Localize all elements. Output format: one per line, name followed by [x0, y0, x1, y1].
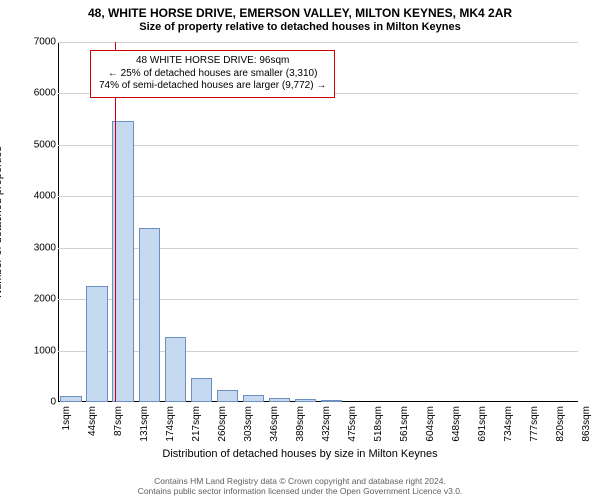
- y-tick-label: 0: [8, 397, 56, 408]
- footer-line1: Contains HM Land Registry data © Crown c…: [0, 476, 600, 486]
- histogram-bar: [165, 337, 186, 402]
- x-tick-label: 475sqm: [347, 406, 358, 442]
- y-axis-title: Number of detached properties: [0, 146, 4, 298]
- histogram-bar: [321, 400, 342, 402]
- annotation-line3: 74% of semi-detached houses are larger (…: [99, 80, 326, 93]
- x-tick-label: 346sqm: [269, 406, 280, 442]
- x-tick-label: 734sqm: [503, 406, 514, 442]
- y-tick-label: 1000: [8, 345, 56, 356]
- y-tick-label: 6000: [8, 88, 56, 99]
- x-tick-label: 561sqm: [399, 406, 410, 442]
- x-tick-label: 604sqm: [425, 406, 436, 442]
- footer-line2: Contains public sector information licen…: [0, 486, 600, 496]
- gridline-h: [58, 42, 578, 43]
- histogram-bar: [139, 228, 160, 402]
- x-axis-line: [58, 401, 578, 402]
- gridline-h: [58, 145, 578, 146]
- x-tick-label: 303sqm: [243, 406, 254, 442]
- x-tick-label: 691sqm: [477, 406, 488, 442]
- x-tick-label: 389sqm: [295, 406, 306, 442]
- gridline-h: [58, 196, 578, 197]
- y-tick-label: 2000: [8, 294, 56, 305]
- x-tick-label: 1sqm: [61, 406, 72, 430]
- gridline-h: [58, 299, 578, 300]
- x-tick-label: 260sqm: [217, 406, 228, 442]
- footer-attribution: Contains HM Land Registry data © Crown c…: [0, 476, 600, 496]
- histogram-bar: [295, 399, 316, 402]
- x-tick-label: 174sqm: [165, 406, 176, 442]
- gridline-h: [58, 248, 578, 249]
- histogram-bar: [269, 398, 290, 402]
- x-tick-label: 648sqm: [451, 406, 462, 442]
- x-tick-label: 820sqm: [555, 406, 566, 442]
- chart-titles: 48, WHITE HORSE DRIVE, EMERSON VALLEY, M…: [0, 0, 600, 33]
- title-sub: Size of property relative to detached ho…: [0, 21, 600, 33]
- x-tick-label: 518sqm: [373, 406, 384, 442]
- x-tick-label: 44sqm: [87, 406, 98, 436]
- gridline-h: [58, 351, 578, 352]
- y-tick-label: 5000: [8, 139, 56, 150]
- x-tick-label: 777sqm: [529, 406, 540, 442]
- annotation-line2: ← 25% of detached houses are smaller (3,…: [99, 68, 326, 81]
- x-tick-label: 432sqm: [321, 406, 332, 442]
- y-axis-line: [58, 42, 59, 402]
- x-tick-label: 217sqm: [191, 406, 202, 442]
- histogram-bar: [86, 286, 107, 402]
- x-tick-label: 131sqm: [139, 406, 150, 442]
- annotation-box: 48 WHITE HORSE DRIVE: 96sqm ← 25% of det…: [90, 50, 335, 98]
- y-tick-label: 3000: [8, 242, 56, 253]
- annotation-line1: 48 WHITE HORSE DRIVE: 96sqm: [99, 55, 326, 68]
- y-tick-label: 7000: [8, 37, 56, 48]
- x-tick-label: 87sqm: [113, 406, 124, 436]
- y-tick-label: 4000: [8, 191, 56, 202]
- x-tick-label: 863sqm: [581, 406, 592, 442]
- x-axis-title: Distribution of detached houses by size …: [0, 448, 600, 460]
- histogram-bar: [191, 378, 212, 402]
- title-main: 48, WHITE HORSE DRIVE, EMERSON VALLEY, M…: [0, 6, 600, 20]
- histogram-bar: [60, 396, 81, 402]
- histogram-bar: [243, 395, 264, 402]
- histogram-bar: [217, 390, 238, 402]
